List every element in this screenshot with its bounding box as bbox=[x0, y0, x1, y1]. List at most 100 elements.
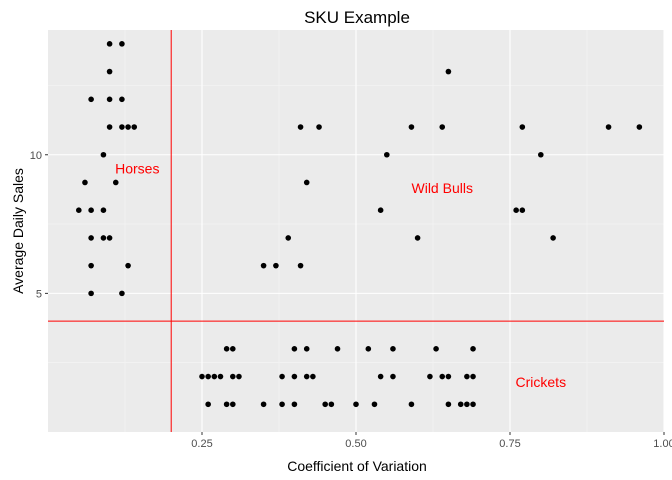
data-point bbox=[427, 373, 433, 380]
data-point bbox=[119, 41, 125, 47]
data-point bbox=[390, 346, 396, 352]
x-axis-title: Coefficient of Variation bbox=[287, 458, 427, 474]
data-point bbox=[119, 124, 125, 130]
data-point bbox=[433, 346, 439, 352]
data-point bbox=[390, 373, 396, 380]
data-point bbox=[106, 68, 113, 75]
data-point bbox=[519, 124, 526, 130]
data-point bbox=[119, 96, 125, 103]
data-point bbox=[88, 235, 94, 241]
data-point bbox=[377, 373, 384, 380]
data-point bbox=[605, 124, 612, 130]
y-tick-label: 10 bbox=[30, 150, 42, 162]
data-point bbox=[82, 179, 88, 186]
data-point bbox=[334, 346, 341, 352]
data-point bbox=[273, 262, 279, 269]
data-point bbox=[353, 401, 359, 408]
data-point bbox=[550, 235, 556, 241]
data-point bbox=[88, 96, 94, 103]
data-point bbox=[260, 401, 267, 408]
data-point bbox=[236, 373, 242, 380]
data-point bbox=[125, 124, 131, 130]
data-point bbox=[303, 346, 310, 352]
data-point bbox=[223, 346, 230, 352]
x-tick-label: 0.75 bbox=[499, 438, 520, 450]
annotation-wild-bulls: Wild Bulls bbox=[412, 180, 473, 196]
data-point bbox=[470, 401, 476, 408]
data-point bbox=[112, 179, 119, 186]
reference-lines bbox=[48, 30, 664, 432]
y-axis-ticks: 5 10 bbox=[30, 150, 48, 300]
data-point bbox=[88, 262, 94, 269]
data-point bbox=[100, 151, 107, 158]
chart-title: SKU Example bbox=[304, 8, 410, 27]
data-point bbox=[414, 235, 421, 241]
data-point bbox=[291, 346, 298, 352]
data-point bbox=[445, 68, 452, 75]
data-point bbox=[464, 373, 470, 380]
data-point bbox=[365, 346, 372, 352]
data-point bbox=[303, 179, 310, 186]
data-point bbox=[279, 373, 285, 380]
annotation-crickets: Crickets bbox=[516, 374, 567, 390]
major-grid bbox=[48, 30, 665, 432]
data-point bbox=[439, 373, 446, 380]
data-point bbox=[119, 290, 125, 297]
data-point bbox=[310, 373, 316, 380]
data-point bbox=[223, 401, 230, 408]
data-point bbox=[211, 373, 218, 380]
data-point bbox=[384, 151, 390, 158]
x-tick-label: 0.50 bbox=[345, 438, 366, 450]
data-point bbox=[285, 235, 292, 241]
data-point bbox=[125, 262, 131, 269]
data-point bbox=[328, 401, 335, 408]
data-point bbox=[445, 401, 452, 408]
annotations: Horses Wild Bulls Crickets bbox=[115, 161, 566, 390]
data-point bbox=[88, 290, 94, 297]
data-point bbox=[457, 401, 464, 408]
data-point bbox=[260, 262, 267, 269]
data-point bbox=[106, 124, 113, 130]
data-point bbox=[131, 124, 138, 130]
data-point bbox=[322, 401, 329, 408]
data-points bbox=[76, 41, 643, 408]
data-point bbox=[408, 401, 415, 408]
data-point bbox=[199, 373, 205, 380]
data-point bbox=[636, 124, 643, 130]
data-point bbox=[230, 373, 236, 380]
data-point bbox=[316, 124, 322, 130]
data-point bbox=[100, 207, 107, 214]
data-point bbox=[291, 373, 298, 380]
x-tick-label: 0.25 bbox=[191, 438, 212, 450]
data-point bbox=[513, 207, 519, 214]
data-point bbox=[106, 96, 113, 103]
data-point bbox=[279, 401, 285, 408]
data-point bbox=[464, 401, 470, 408]
data-point bbox=[408, 124, 415, 130]
data-point bbox=[303, 373, 310, 380]
y-axis-title: Average Daily Sales bbox=[10, 168, 26, 294]
data-point bbox=[230, 346, 236, 352]
data-point bbox=[217, 373, 224, 380]
data-point bbox=[205, 373, 211, 380]
data-point bbox=[439, 124, 446, 130]
data-point bbox=[445, 373, 452, 380]
x-tick-label: 1.00 bbox=[653, 438, 672, 450]
data-point bbox=[291, 401, 298, 408]
data-point bbox=[88, 207, 94, 214]
data-point bbox=[538, 151, 544, 158]
data-point bbox=[106, 235, 113, 241]
y-tick-label: 5 bbox=[36, 288, 42, 300]
annotation-horses: Horses bbox=[115, 161, 159, 177]
data-point bbox=[76, 207, 82, 214]
data-point bbox=[377, 207, 384, 214]
data-point bbox=[297, 262, 304, 269]
data-point bbox=[100, 235, 107, 241]
data-point bbox=[470, 373, 476, 380]
data-point bbox=[230, 401, 236, 408]
data-point bbox=[106, 41, 113, 47]
x-axis-ticks: 0.25 0.50 0.75 1.00 bbox=[191, 432, 672, 450]
data-point bbox=[297, 124, 304, 130]
data-point bbox=[205, 401, 211, 408]
